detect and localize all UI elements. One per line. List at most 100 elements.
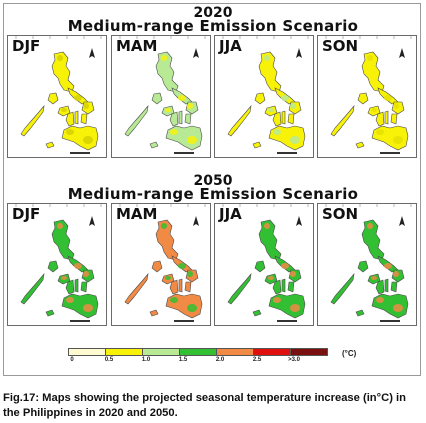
philippines-map: [222, 204, 309, 322]
island-negros: [169, 279, 179, 295]
island-negros: [65, 111, 75, 127]
philippines-map: [222, 36, 309, 154]
map-panel-2050-djf: DJF: [7, 203, 107, 326]
scale-bar: [277, 320, 297, 322]
map-panel-2020-djf: DJF: [7, 35, 107, 158]
legend-tick-label: 2.5: [252, 357, 262, 363]
island-mindoro: [47, 92, 59, 105]
legend-swatch: [290, 348, 328, 356]
north-arrow-icon: [399, 48, 405, 58]
island-palawan: [20, 272, 45, 305]
philippines-map: [325, 36, 412, 154]
scale-bar: [174, 320, 194, 322]
island-mindanao: [165, 125, 203, 151]
region-patch: [61, 276, 67, 280]
island-palawan: [330, 272, 355, 305]
region-patch: [74, 263, 82, 269]
island-mindanao: [268, 293, 306, 319]
map-panel-2020-jja: JJA: [214, 35, 314, 158]
region-patch: [281, 95, 289, 101]
region-patch: [74, 95, 82, 101]
island-cebu: [178, 278, 183, 293]
region-patch: [61, 108, 67, 112]
region-patch: [273, 297, 281, 303]
island-leyte: [287, 113, 295, 125]
season-label: JJA: [219, 205, 242, 223]
island-negros: [272, 279, 282, 295]
scale-bar: [70, 320, 90, 322]
region-patch: [281, 263, 289, 269]
island-mindoro: [151, 260, 163, 273]
region-patch: [393, 304, 403, 312]
island-sulu: [149, 141, 159, 149]
region-patch: [268, 108, 274, 112]
season-label: SON: [322, 205, 359, 223]
color-legend: 0 0.5 1.0 1.5 2.0 2.5 >3.0: [68, 348, 328, 363]
island-cebu: [384, 278, 389, 293]
island-leyte: [80, 281, 88, 293]
region-patch: [393, 103, 399, 109]
region-patch: [393, 136, 403, 144]
island-negros: [375, 111, 385, 127]
region-patch: [290, 103, 296, 109]
region-patch: [290, 271, 296, 277]
legend-tick-label: 0.5: [104, 357, 114, 363]
map-panel-2020-son: SON: [317, 35, 417, 158]
region-patch: [83, 304, 93, 312]
figure-caption: Fig.17: Maps showing the projected seaso…: [3, 392, 406, 419]
region-patch: [290, 136, 300, 144]
legend-swatch: [216, 348, 254, 356]
region-patch: [57, 223, 63, 229]
island-mindanao: [371, 125, 409, 151]
scale-bar: [380, 320, 400, 322]
region-patch: [187, 103, 193, 109]
island-mindoro: [47, 260, 59, 273]
figure-frame: 2020 Medium-range Emission Scenario DJF M…: [3, 3, 421, 376]
island-cebu: [281, 110, 286, 125]
region-patch: [161, 223, 167, 229]
island-sulu: [355, 309, 365, 317]
island-cebu: [281, 278, 286, 293]
island-leyte: [184, 281, 192, 293]
region-patch: [178, 95, 186, 101]
north-arrow-icon: [399, 216, 405, 226]
island-mindoro: [357, 260, 369, 273]
region-patch: [165, 108, 171, 112]
north-arrow-icon: [296, 48, 302, 58]
north-arrow-icon: [193, 48, 199, 58]
map-panel-2020-mam: MAM: [111, 35, 211, 158]
island-mindoro: [357, 92, 369, 105]
region-patch: [66, 129, 74, 135]
map-panel-2050-mam: MAM: [111, 203, 211, 326]
region-patch: [161, 55, 167, 61]
region-patch: [57, 55, 63, 61]
region-patch: [187, 304, 197, 312]
legend-swatch: [105, 348, 143, 356]
island-leyte: [184, 113, 192, 125]
island-cebu: [384, 110, 389, 125]
island-mindoro: [254, 92, 266, 105]
season-label: DJF: [12, 205, 41, 223]
legend-swatch: [253, 348, 291, 356]
island-sulu: [149, 309, 159, 317]
north-arrow-icon: [89, 48, 95, 58]
region-patch: [376, 297, 384, 303]
island-mindanao: [165, 293, 203, 319]
island-sulu: [355, 141, 365, 149]
north-arrow-icon: [89, 216, 95, 226]
island-mindanao: [61, 125, 99, 151]
map-panel-2050-jja: JJA: [214, 203, 314, 326]
legend-swatch: [68, 348, 106, 356]
island-negros: [65, 279, 75, 295]
island-sulu: [252, 309, 262, 317]
region-patch: [264, 223, 270, 229]
island-leyte: [390, 281, 398, 293]
philippines-map: [15, 36, 102, 154]
region-patch: [264, 55, 270, 61]
region-patch: [290, 304, 300, 312]
legend-swatch: [179, 348, 217, 356]
region-patch: [178, 263, 186, 269]
scale-bar: [70, 152, 90, 154]
region-patch: [83, 271, 89, 277]
island-palawan: [124, 104, 149, 137]
